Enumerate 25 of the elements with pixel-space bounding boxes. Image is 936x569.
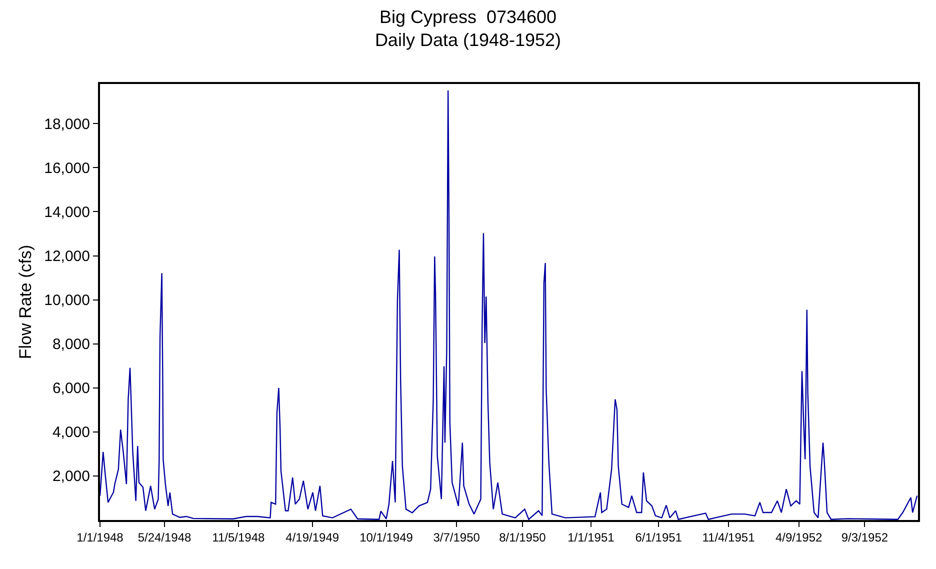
x-tick-label: 3/7/1950 — [433, 530, 480, 544]
y-tick-label: 4,000 — [52, 424, 90, 442]
chart-title: Big Cypress 0734600 — [379, 6, 557, 27]
x-tick-label: 4/19/1949 — [286, 530, 340, 544]
y-tick-label: 10,000 — [44, 292, 90, 310]
y-tick-label: 12,000 — [44, 248, 90, 266]
x-tick-label: 1/1/1951 — [568, 530, 615, 544]
y-tick-label: 6,000 — [52, 380, 90, 398]
y-tick-label: 8,000 — [52, 336, 90, 354]
y-axis-title: Flow Rate (cfs) — [16, 244, 36, 360]
x-tick-label: 6/1/1951 — [635, 530, 682, 544]
line-series — [100, 90, 918, 520]
x-tick-label: 11/5/1948 — [212, 530, 265, 544]
x-tick-label: 4/9/1952 — [775, 530, 823, 544]
x-tick-label: 1/1/1948 — [76, 530, 124, 544]
x-tick-label: 8/1/1950 — [499, 530, 546, 544]
y-tick-label: 16,000 — [44, 160, 90, 177]
y-tick-label: 2,000 — [52, 468, 90, 486]
y-tick-label: 18,000 — [44, 116, 90, 133]
x-tick-label: 5/24/1948 — [138, 530, 192, 544]
x-tick-label: 9/3/1952 — [841, 530, 888, 544]
x-tick-label: 10/1/1949 — [360, 530, 414, 544]
chart-subtitle: Daily Data (1948-1952) — [374, 30, 562, 50]
y-tick-label: 14,000 — [44, 204, 90, 221]
x-tick-label: 11/4/1951 — [702, 530, 756, 544]
